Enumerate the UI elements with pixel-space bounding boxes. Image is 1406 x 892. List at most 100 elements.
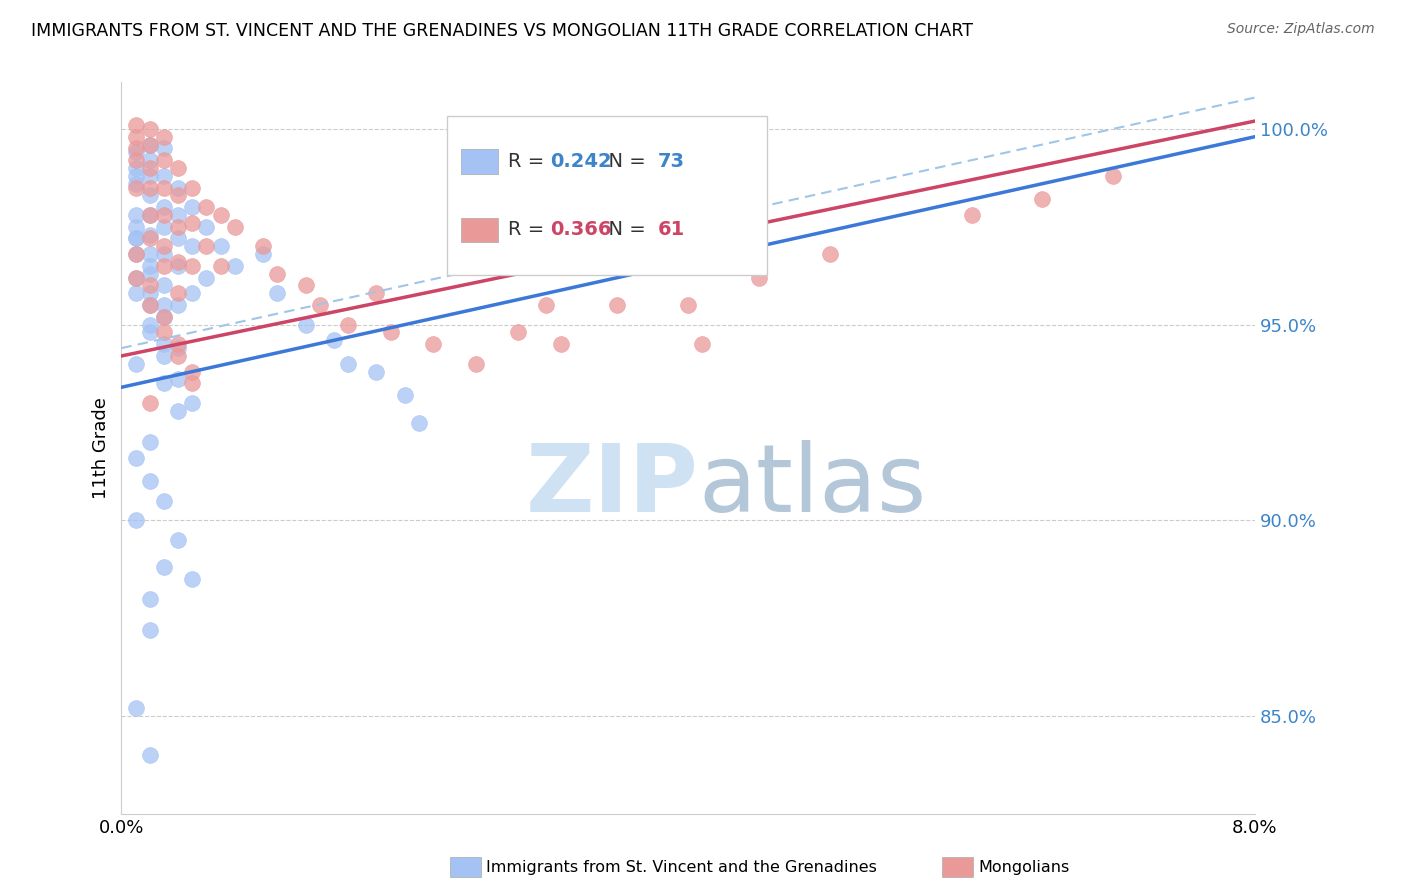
Point xyxy=(124,118,146,132)
Point xyxy=(195,200,218,214)
Text: IMMIGRANTS FROM ST. VINCENT AND THE GRENADINES VS MONGOLIAN 11TH GRADE CORRELATI: IMMIGRANTS FROM ST. VINCENT AND THE GREN… xyxy=(31,22,973,40)
Point xyxy=(167,286,190,301)
Point xyxy=(181,259,204,273)
Point xyxy=(181,396,204,410)
Point xyxy=(266,286,288,301)
Point xyxy=(153,349,176,363)
Point xyxy=(124,701,146,715)
Point xyxy=(124,161,146,175)
Point xyxy=(153,208,176,222)
Point xyxy=(139,286,162,301)
Point xyxy=(153,376,176,391)
Point xyxy=(550,337,572,351)
Text: Mongolians: Mongolians xyxy=(979,860,1070,874)
Point xyxy=(366,286,388,301)
Point xyxy=(1102,169,1125,183)
Point xyxy=(252,239,274,253)
Point xyxy=(124,357,146,371)
Point xyxy=(167,161,190,175)
Point xyxy=(124,513,146,527)
Point xyxy=(167,533,190,547)
Point xyxy=(139,474,162,488)
Point xyxy=(167,298,190,312)
Point xyxy=(181,216,204,230)
Point xyxy=(139,169,162,183)
Point xyxy=(124,247,146,261)
Point xyxy=(139,180,162,194)
Point xyxy=(224,259,246,273)
Point xyxy=(139,267,162,281)
Point xyxy=(124,286,146,301)
Point xyxy=(153,310,176,324)
Point xyxy=(153,259,176,273)
Point xyxy=(124,177,146,191)
Point xyxy=(167,337,190,351)
Point xyxy=(252,247,274,261)
Point xyxy=(195,219,218,234)
Point xyxy=(139,318,162,332)
Point xyxy=(139,259,162,273)
Point xyxy=(124,141,146,155)
Point xyxy=(153,239,176,253)
Point xyxy=(167,188,190,202)
Point xyxy=(692,337,714,351)
Point xyxy=(606,298,628,312)
Point xyxy=(181,376,204,391)
Point xyxy=(195,239,218,253)
Point xyxy=(209,208,232,222)
Text: Immigrants from St. Vincent and the Grenadines: Immigrants from St. Vincent and the Gren… xyxy=(486,860,877,874)
Point xyxy=(124,231,146,245)
Point xyxy=(337,357,360,371)
Text: 0.366: 0.366 xyxy=(550,220,612,239)
Point xyxy=(181,365,204,379)
Point xyxy=(139,137,162,152)
Point xyxy=(167,208,190,222)
Point xyxy=(294,278,316,293)
Point xyxy=(308,298,330,312)
Point xyxy=(139,298,162,312)
Point xyxy=(167,403,190,417)
Point xyxy=(181,180,204,194)
Point xyxy=(676,298,699,312)
Point xyxy=(167,259,190,273)
Point xyxy=(153,129,176,144)
Point xyxy=(139,298,162,312)
Point xyxy=(167,255,190,269)
Point xyxy=(380,326,402,340)
Point xyxy=(139,591,162,606)
Point xyxy=(153,326,176,340)
Point xyxy=(422,337,444,351)
Point xyxy=(748,270,770,285)
Point xyxy=(153,247,176,261)
Point xyxy=(181,286,204,301)
Text: ZIP: ZIP xyxy=(526,440,699,533)
Point xyxy=(124,169,146,183)
Point xyxy=(139,278,162,293)
Text: R =: R = xyxy=(508,153,550,171)
Text: 0.242: 0.242 xyxy=(550,153,612,171)
Point xyxy=(394,388,416,402)
Point xyxy=(153,169,176,183)
Point xyxy=(139,208,162,222)
Point xyxy=(195,270,218,285)
Point xyxy=(181,239,204,253)
Point xyxy=(124,247,146,261)
Text: Source: ZipAtlas.com: Source: ZipAtlas.com xyxy=(1227,22,1375,37)
Point xyxy=(139,247,162,261)
Text: R =: R = xyxy=(508,220,550,239)
Point xyxy=(960,208,983,222)
Text: N =: N = xyxy=(596,153,652,171)
Point xyxy=(209,259,232,273)
Point xyxy=(153,219,176,234)
Point xyxy=(366,365,388,379)
Point xyxy=(167,372,190,386)
Point xyxy=(1031,192,1053,206)
Point xyxy=(139,326,162,340)
Point xyxy=(124,180,146,194)
Point xyxy=(153,493,176,508)
Point xyxy=(124,208,146,222)
Point xyxy=(224,219,246,234)
Point xyxy=(153,200,176,214)
Point xyxy=(139,623,162,637)
Point xyxy=(153,560,176,574)
